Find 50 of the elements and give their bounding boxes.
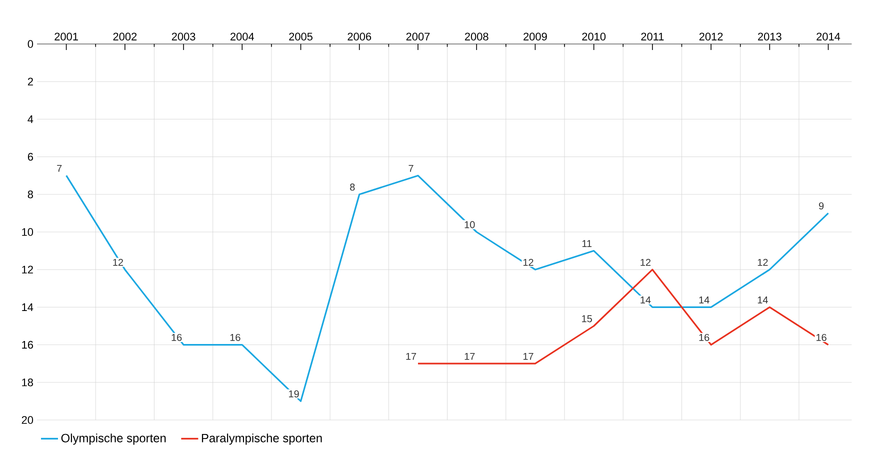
data-label: 12	[758, 258, 768, 266]
y-tick-label: 0	[28, 40, 34, 48]
y-tick-label: 14	[22, 303, 34, 311]
y-tick-label: 12	[22, 266, 33, 274]
x-tick-label: 2011	[641, 32, 664, 40]
x-tick-label: 2014	[816, 32, 840, 40]
data-label: 16	[172, 334, 182, 341]
legend-label: Olympische sporten	[61, 434, 166, 445]
data-label: 12	[523, 258, 534, 266]
x-tick-label: 2009	[524, 32, 547, 40]
x-tick-label: 2002	[113, 32, 137, 40]
data-label: 7	[408, 164, 414, 172]
data-label: 10	[464, 221, 475, 228]
x-tick-label: 2012	[699, 32, 723, 40]
data-label: 15	[582, 315, 592, 322]
data-label: 14	[758, 296, 768, 304]
data-label: 8	[350, 184, 355, 191]
data-label: 12	[640, 258, 650, 266]
data-label: 16	[230, 334, 240, 341]
data-label: 11	[582, 240, 592, 248]
data-label: 9	[818, 202, 824, 210]
x-tick-label: 2001	[54, 32, 78, 40]
data-label: 16	[816, 334, 826, 341]
data-label: 12	[113, 258, 123, 266]
y-tick-label: 20	[22, 416, 34, 424]
legend-label: Paralympische sporten	[202, 434, 322, 445]
data-label: 17	[523, 352, 534, 360]
data-label: 16	[699, 334, 710, 341]
y-tick-label: 2	[28, 78, 33, 86]
x-tick-label: 2010	[582, 32, 606, 40]
x-tick-label: 2003	[172, 32, 196, 40]
y-tick-label: 18	[22, 378, 34, 386]
y-tick-label: 4	[28, 115, 34, 123]
x-tick-label: 2006	[348, 32, 372, 40]
y-tick-label: 10	[22, 228, 34, 236]
x-tick-label: 2007	[406, 32, 430, 40]
x-tick-label: 2004	[230, 32, 254, 40]
x-tick-label: 2008	[464, 32, 488, 40]
x-tick-label: 2013	[758, 32, 782, 40]
data-label: 17	[406, 352, 416, 360]
y-tick-label: 8	[28, 190, 34, 198]
data-label: 19	[289, 390, 299, 398]
line-series	[66, 174, 830, 402]
data-label: 7	[57, 164, 62, 172]
data-label: 17	[464, 352, 475, 360]
y-tick-label: 6	[28, 152, 34, 161]
x-tick-label: 2005	[289, 32, 312, 40]
data-label: 14	[699, 296, 710, 304]
data-label: 14	[640, 296, 651, 304]
y-tick-label: 16	[22, 340, 34, 349]
